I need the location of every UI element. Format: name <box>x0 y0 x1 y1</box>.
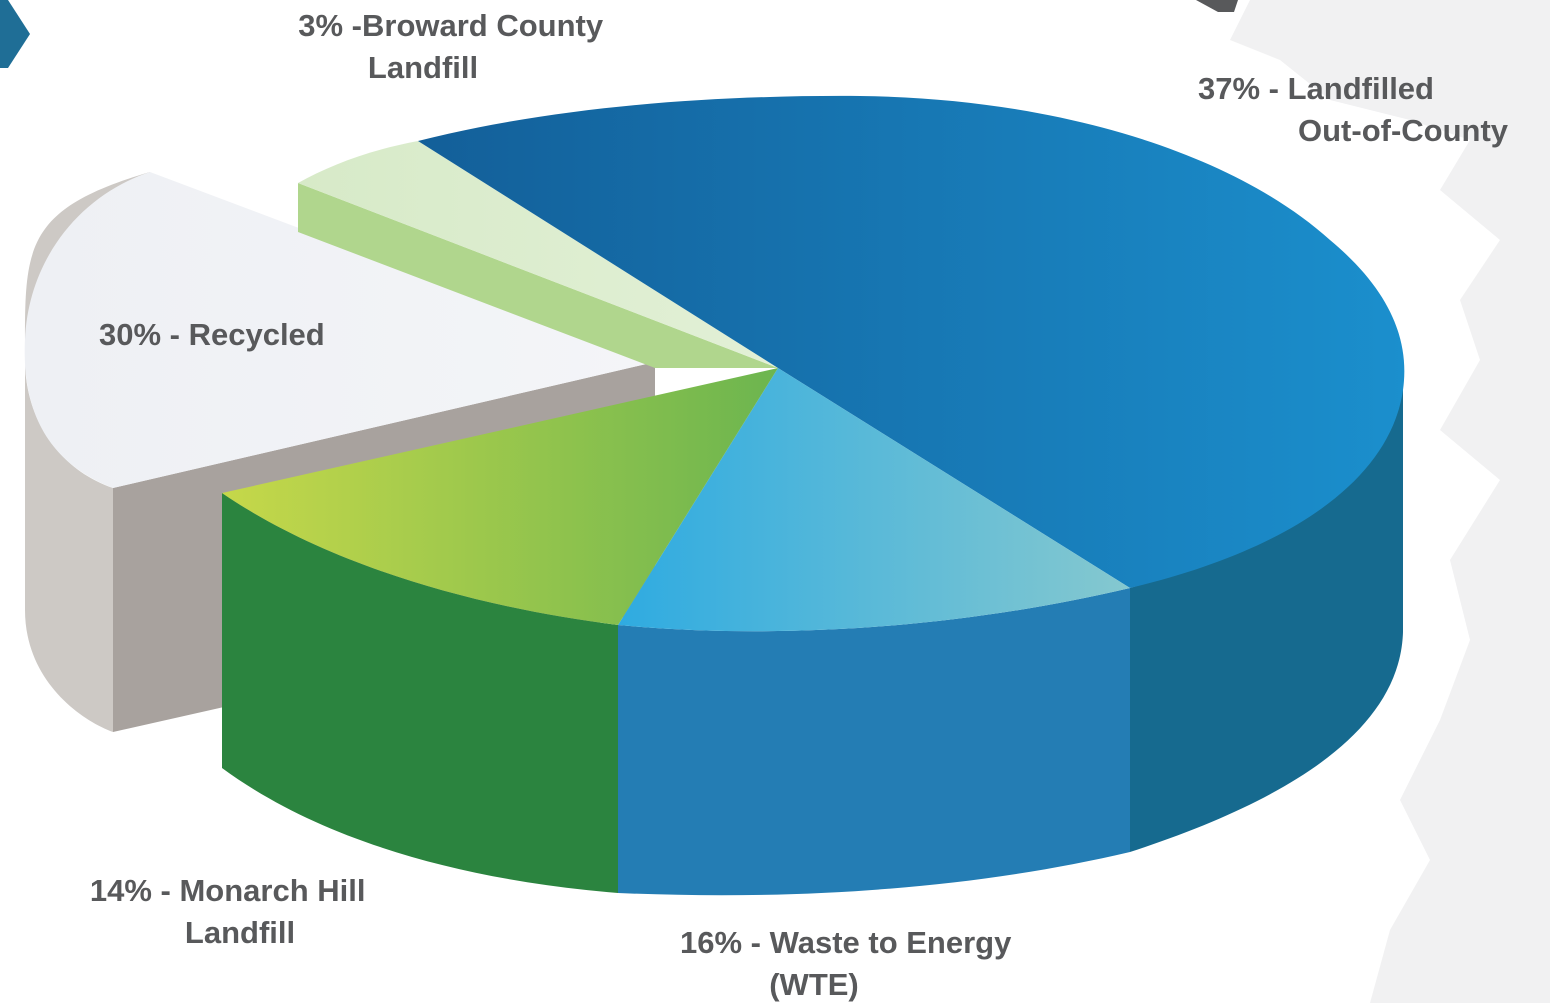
slice-label-monarch: 14% - Monarch Hill Landfill <box>90 873 374 950</box>
slice-label-landfilled-line-2: Out-of-County <box>1298 113 1509 148</box>
slice-top-recycled <box>24 172 656 488</box>
slice-label-wte: 16% - Waste to Energy (WTE) <box>680 925 1020 1002</box>
slice-side-landfilled <box>1130 370 1403 852</box>
slice-top-broward <box>298 141 778 368</box>
slice-label-monarch-line-2: Landfill <box>185 915 295 950</box>
slice-top-landfilled <box>418 95 1405 588</box>
slice-label-landfilled: 37% - Landfilled Out-of-County <box>1198 71 1509 148</box>
slice-label-broward-line-2: Landfill <box>368 50 478 85</box>
slice-top-monarch <box>222 368 778 625</box>
slice-side-monarch <box>222 493 618 893</box>
slice-side-wte <box>618 588 1130 896</box>
slice-top-wte <box>618 368 1130 632</box>
slice-label-recycled: 30% - Recycled <box>99 317 325 352</box>
background-map-shape <box>1230 0 1550 1003</box>
slice-label-broward: 3% -Broward County Landfill <box>298 8 611 85</box>
slice-label-broward-line-1: 3% -Broward County <box>298 8 604 43</box>
slice-label-recycled-line-1: 30% - Recycled <box>99 317 325 352</box>
title-fragment <box>1196 0 1238 12</box>
slice-label-landfilled-line-1: 37% - Landfilled <box>1198 71 1434 106</box>
corner-arrow-icon <box>0 0 30 68</box>
slice-label-monarch-line-1: 14% - Monarch Hill <box>90 873 366 908</box>
slice-label-wte-line-1: 16% - Waste to Energy <box>680 925 1012 960</box>
slice-label-wte-line-2: (WTE) <box>769 967 859 1002</box>
